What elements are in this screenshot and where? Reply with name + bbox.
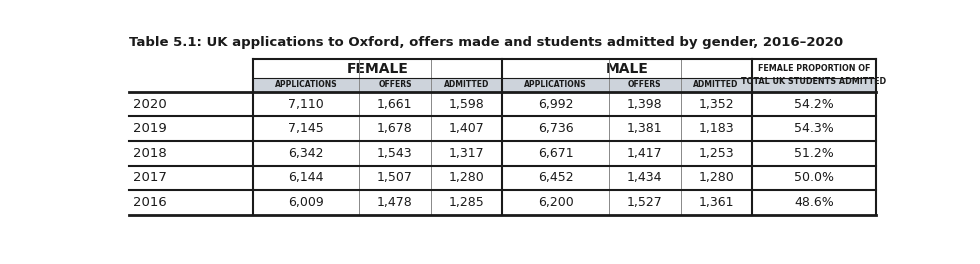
Text: 2019: 2019	[133, 122, 168, 135]
Text: 1,478: 1,478	[377, 196, 413, 209]
Text: 1,361: 1,361	[699, 196, 734, 209]
Text: 1,678: 1,678	[377, 122, 413, 135]
Text: 1,183: 1,183	[699, 122, 734, 135]
Text: 1,598: 1,598	[449, 98, 484, 111]
Text: 1,253: 1,253	[699, 147, 734, 160]
Text: 54.3%: 54.3%	[794, 122, 834, 135]
Text: 6,736: 6,736	[538, 122, 573, 135]
Text: 6,144: 6,144	[288, 172, 323, 185]
Text: Table 5.1: UK applications to Oxford, offers made and students admitted by gende: Table 5.1: UK applications to Oxford, of…	[128, 36, 843, 49]
Text: 7,110: 7,110	[288, 98, 323, 111]
Text: 2018: 2018	[133, 147, 168, 160]
Text: 6,342: 6,342	[288, 147, 323, 160]
Text: 1,434: 1,434	[627, 172, 662, 185]
Text: 1,543: 1,543	[377, 147, 413, 160]
Text: 48.6%: 48.6%	[794, 196, 834, 209]
Text: 1,381: 1,381	[627, 122, 662, 135]
Text: 1,352: 1,352	[699, 98, 734, 111]
Text: 2017: 2017	[133, 172, 168, 185]
Text: FEMALE PROPORTION OF
TOTAL UK STUDENTS ADMITTED: FEMALE PROPORTION OF TOTAL UK STUDENTS A…	[741, 64, 886, 86]
Text: 1,417: 1,417	[627, 147, 662, 160]
Text: 51.2%: 51.2%	[794, 147, 834, 160]
Text: 6,009: 6,009	[288, 196, 323, 209]
Text: ADMITTED: ADMITTED	[694, 80, 739, 89]
Text: 1,661: 1,661	[377, 98, 413, 111]
Text: APPLICATIONS: APPLICATIONS	[274, 80, 337, 89]
Text: 1,507: 1,507	[377, 172, 413, 185]
Text: 54.2%: 54.2%	[794, 98, 834, 111]
Text: 1,398: 1,398	[627, 98, 662, 111]
Text: 1,280: 1,280	[449, 172, 484, 185]
Text: FEMALE: FEMALE	[347, 62, 409, 76]
Text: 1,317: 1,317	[449, 147, 484, 160]
Text: 6,452: 6,452	[538, 172, 573, 185]
Text: 6,671: 6,671	[538, 147, 573, 160]
Text: MALE: MALE	[606, 62, 649, 76]
Text: OFFERS: OFFERS	[628, 80, 662, 89]
Text: 7,145: 7,145	[288, 122, 323, 135]
Text: 2016: 2016	[133, 196, 168, 209]
Text: 1,527: 1,527	[627, 196, 662, 209]
Text: 50.0%: 50.0%	[794, 172, 834, 185]
Text: OFFERS: OFFERS	[378, 80, 412, 89]
Text: APPLICATIONS: APPLICATIONS	[524, 80, 587, 89]
Bar	[253, 78, 876, 92]
Text: 1,280: 1,280	[699, 172, 734, 185]
Text: 6,200: 6,200	[538, 196, 573, 209]
Text: 6,992: 6,992	[538, 98, 573, 111]
Text: 1,407: 1,407	[449, 122, 484, 135]
Text: 1,285: 1,285	[449, 196, 484, 209]
Text: 2020: 2020	[133, 98, 168, 111]
Text: ADMITTED: ADMITTED	[444, 80, 489, 89]
